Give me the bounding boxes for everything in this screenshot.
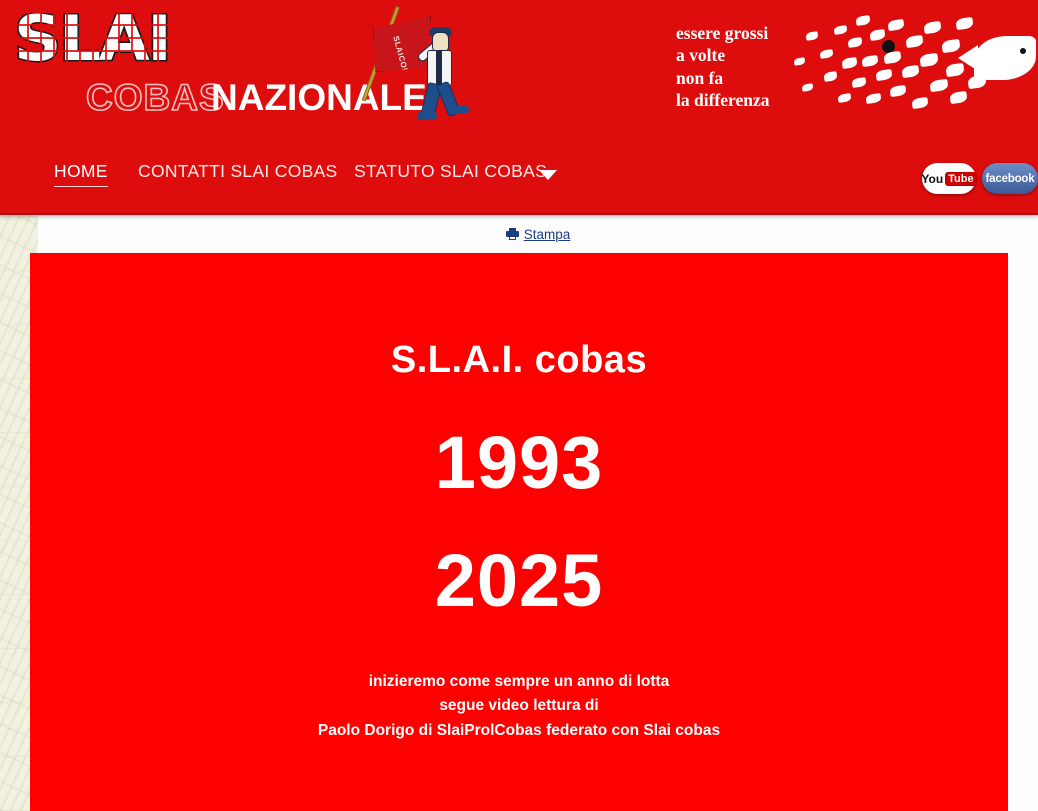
- small-fish-icon: [841, 57, 858, 69]
- facebook-button[interactable]: facebook: [982, 163, 1038, 194]
- small-fish-icon: [889, 84, 907, 98]
- small-fish-icon: [805, 31, 819, 41]
- nav-item-contatti-slai-cobas[interactable]: CONTATTI SLAI COBAS: [138, 161, 338, 181]
- small-fish-icon: [929, 78, 949, 93]
- fish-swarm-illustration: [790, 6, 1038, 126]
- print-link[interactable]: Stampa: [505, 226, 571, 242]
- small-fish-icon: [855, 15, 871, 26]
- small-fish-icon: [793, 57, 806, 66]
- worker-torso-stripe: [436, 51, 442, 85]
- small-fish-icon: [823, 71, 838, 82]
- slogan-line-1: essere grossi: [676, 23, 769, 43]
- panel-title: S.L.A.I. cobas: [390, 339, 648, 381]
- logo-nazionale: NAZIONALE: [211, 77, 427, 118]
- small-fish-icon: [861, 54, 879, 68]
- worker-head: [432, 32, 449, 52]
- year-to: 2025: [434, 539, 604, 622]
- small-fish-icon: [887, 18, 905, 32]
- worker-shoe-left: [417, 112, 437, 120]
- small-fish-icon: [945, 62, 965, 78]
- main-navigation: HOME CONTATTI SLAI COBAS STATUTO SLAI CO…: [0, 155, 1038, 203]
- small-fish-icon: [837, 93, 852, 103]
- small-fish-icon: [851, 77, 867, 88]
- worker-shoe-right: [448, 106, 469, 114]
- small-fish-icon: [801, 83, 814, 92]
- small-fish-icon: [865, 92, 882, 105]
- slogan-line-3: non fa: [676, 67, 724, 88]
- announcement-panel: S.L.A.I. cobas 1993 2025 inizieremo come…: [30, 253, 1008, 811]
- small-fish-icon: [869, 29, 886, 41]
- chevron-down-icon[interactable]: [539, 170, 557, 180]
- small-fish-icon: [875, 68, 893, 82]
- panel-line-2: segue video lettura di: [439, 697, 599, 715]
- printer-icon: [505, 228, 519, 240]
- youtube-tube-text: Tube: [945, 171, 977, 186]
- swarm-fish-eye: [882, 40, 895, 53]
- panel-line-1: inizieremo come sempre un anno di lotta: [368, 673, 670, 690]
- nav-item-statuto-slai-cobas[interactable]: STATUTO SLAI COBAS: [354, 161, 557, 186]
- logo-slai-wordmark[interactable]: SLAI: [12, 2, 173, 75]
- panel-body-text: inizieremo come sempre un anno di lotta …: [30, 670, 1008, 743]
- youtube-button[interactable]: You Tube: [921, 163, 977, 194]
- slogan-line-2: a volte: [676, 45, 726, 66]
- small-fish-icon: [911, 96, 929, 110]
- header-slogan: essere grossi a volte non fa la differen…: [676, 22, 769, 112]
- worker-cap-icon: [429, 27, 452, 36]
- small-fish-icon: [919, 52, 939, 68]
- small-fish-icon: [905, 34, 924, 49]
- small-fish-icon: [923, 20, 942, 35]
- small-fish-icon: [833, 25, 848, 35]
- year-from: 1993: [434, 421, 604, 504]
- flag-label: SLAICOBAS: [391, 35, 414, 88]
- nav-item-statuto-label: STATUTO SLAI COBAS: [354, 161, 548, 181]
- facebook-label: facebook: [985, 172, 1035, 185]
- youtube-you-text: You: [921, 171, 944, 186]
- small-fish-icon: [847, 37, 863, 48]
- small-fish-icon: [819, 49, 834, 59]
- small-fish-icon: [955, 16, 974, 31]
- logo-cobas-outline: COBAS: [85, 77, 225, 118]
- small-fish-icon: [967, 74, 987, 90]
- print-label: Stampa: [523, 226, 571, 242]
- content-column: Stampa S.L.A.I. cobas 1993 2025 iniziere…: [30, 215, 1038, 811]
- small-fish-icon: [883, 50, 902, 65]
- small-fish-icon: [949, 90, 968, 105]
- marching-worker-flag-illustration: SLAICOBAS: [361, 2, 482, 122]
- panel-line-3: Paolo Dorigo di SlaiProlCobas federato c…: [317, 721, 721, 739]
- red-flag-icon: SLAICOBAS: [373, 16, 431, 72]
- big-fish-icon: [958, 36, 1036, 80]
- big-fish-eye: [1020, 48, 1026, 54]
- small-fish-icon: [901, 64, 920, 79]
- nav-item-home[interactable]: HOME: [54, 161, 108, 187]
- slogan-line-4: la differenza: [676, 90, 770, 111]
- print-toolbar: Stampa: [38, 215, 1038, 253]
- site-header: SLAI COBAS NAZIONALE SLAICOBAS essere gr…: [0, 0, 1038, 215]
